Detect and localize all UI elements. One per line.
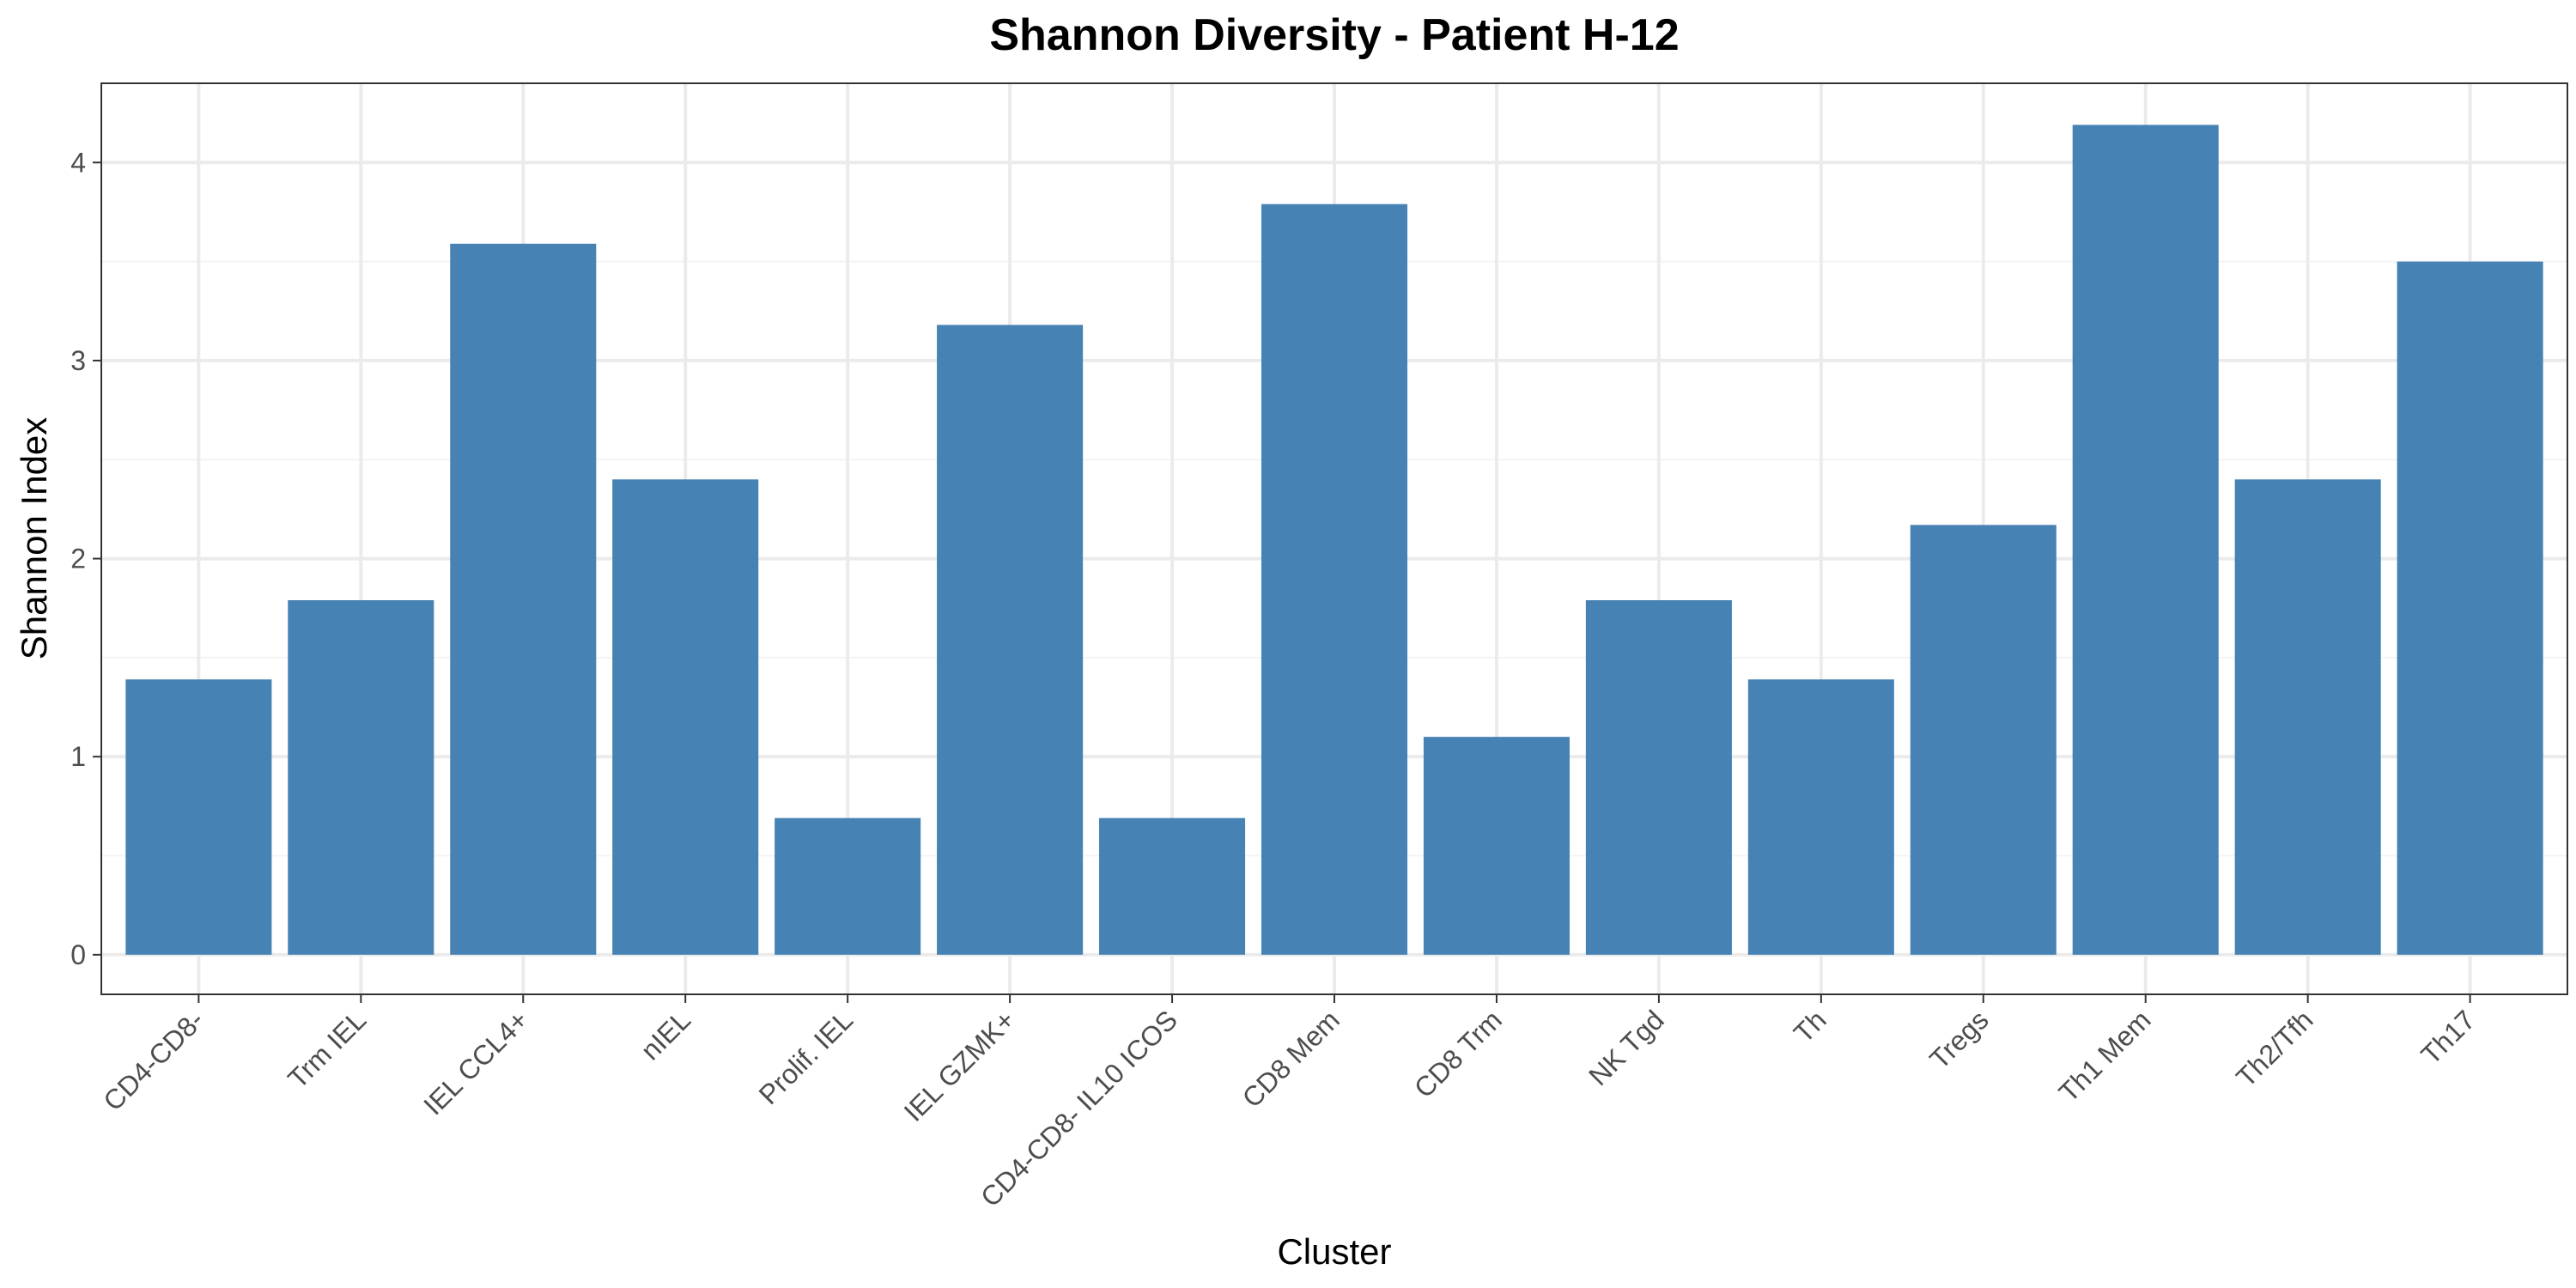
bar: [1585, 600, 1732, 955]
x-tick-label: CD8 Mem: [1236, 1004, 1346, 1113]
bar: [288, 600, 434, 955]
bar: [125, 679, 272, 955]
bar: [450, 243, 597, 955]
x-tick-label: nIEL: [635, 1004, 696, 1066]
x-tick-label: CD4-CD8-: [97, 1004, 210, 1116]
bar: [2397, 261, 2543, 955]
bar: [612, 479, 759, 955]
bar: [1261, 204, 1408, 955]
bar: [937, 325, 1084, 955]
bar: [2072, 125, 2219, 955]
y-tick-label: 0: [70, 939, 86, 970]
bar: [2234, 479, 2381, 955]
x-tick-label: NK Tgd: [1583, 1004, 1670, 1091]
y-tick-label: 3: [70, 345, 86, 376]
x-axis-title: Cluster: [1277, 1231, 1391, 1272]
x-tick-label: Prolif. IEL: [753, 1004, 860, 1110]
bar: [1910, 525, 2057, 955]
chart-title: Shannon Diversity - Patient H-12: [989, 10, 1679, 60]
x-tick-label: Trm IEL: [282, 1004, 372, 1094]
y-tick-label: 4: [70, 147, 86, 178]
x-tick-label: IEL GZMK+: [898, 1004, 1021, 1127]
x-tick-label: Th17: [2415, 1004, 2482, 1070]
x-axis: CD4-CD8- Trm IEL IEL CCL4+ nIEL Prolif. IEL I…: [97, 994, 2482, 1212]
y-tick-label: 2: [70, 544, 86, 574]
bar: [1423, 737, 1570, 955]
bar: [1099, 817, 1246, 955]
y-axis-title: Shannon Index: [14, 417, 54, 660]
x-tick-label: Th2/Tfh: [2230, 1004, 2318, 1092]
x-tick-label: Th: [1788, 1004, 1832, 1048]
bar: [775, 817, 921, 955]
x-tick-label: Th1 Mem: [2053, 1004, 2157, 1108]
bar: [1747, 679, 1894, 955]
y-tick-label: 1: [70, 741, 86, 772]
y-axis: 0 1 2 3 4: [70, 147, 101, 970]
x-tick-label: CD8 Trm: [1408, 1004, 1508, 1103]
x-tick-label: IEL CCL4+: [417, 1004, 534, 1121]
x-tick-label: Tregs: [1923, 1004, 1994, 1074]
bars: [125, 125, 2543, 955]
